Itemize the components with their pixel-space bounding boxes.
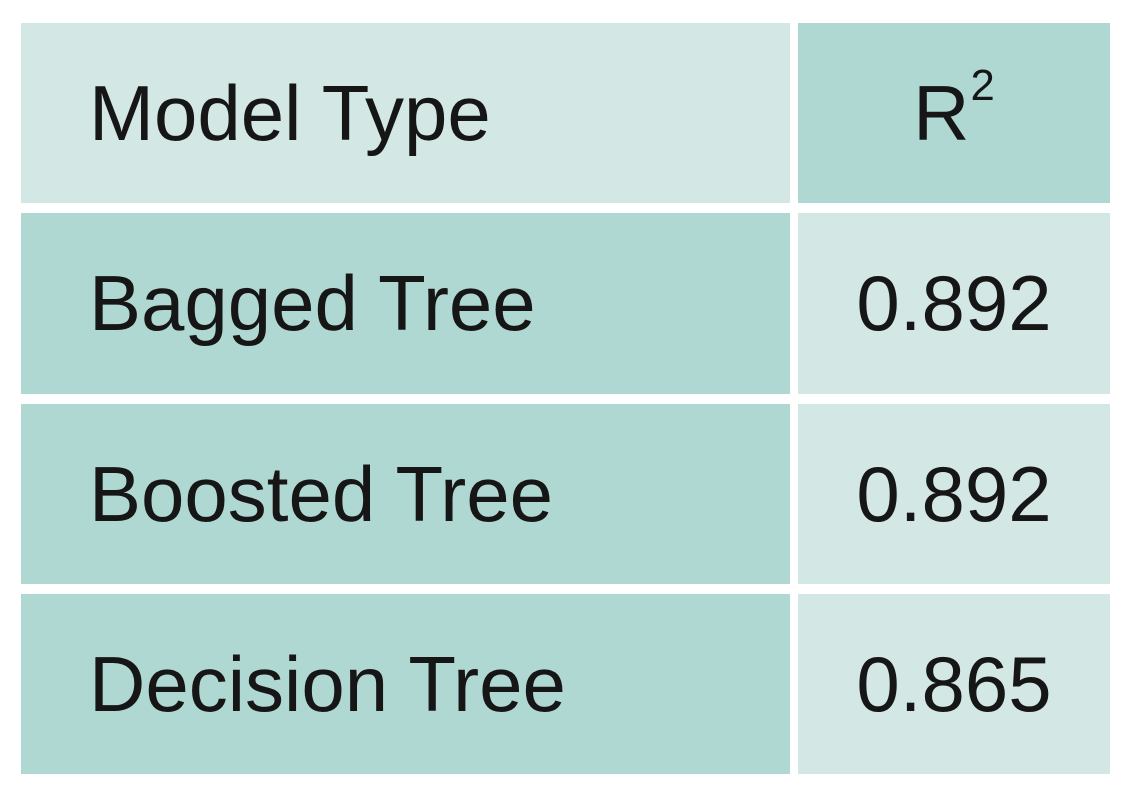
table-row-model-cell: Bagged Tree: [21, 213, 790, 394]
r2-value: 0.892: [856, 259, 1052, 348]
table-row-model-cell: Boosted Tree: [21, 403, 790, 584]
r2-value: 0.892: [856, 449, 1052, 538]
r2-value: 0.865: [856, 639, 1052, 728]
table-row-r2-cell: 0.892: [798, 403, 1110, 584]
model-name: Boosted Tree: [89, 449, 553, 538]
table-row-r2-cell: 0.892: [798, 213, 1110, 394]
model-name: Decision Tree: [89, 639, 566, 728]
table-row-model-cell: Decision Tree: [21, 593, 790, 774]
header-cell-model-type: Model Type: [21, 23, 790, 204]
r-squared-label: R: [913, 69, 970, 158]
r-squared-superscript: 2: [970, 61, 995, 111]
model-name: Bagged Tree: [89, 259, 536, 348]
model-type-header-label: Model Type: [89, 69, 491, 158]
table-row-r2-cell: 0.865: [798, 593, 1110, 774]
